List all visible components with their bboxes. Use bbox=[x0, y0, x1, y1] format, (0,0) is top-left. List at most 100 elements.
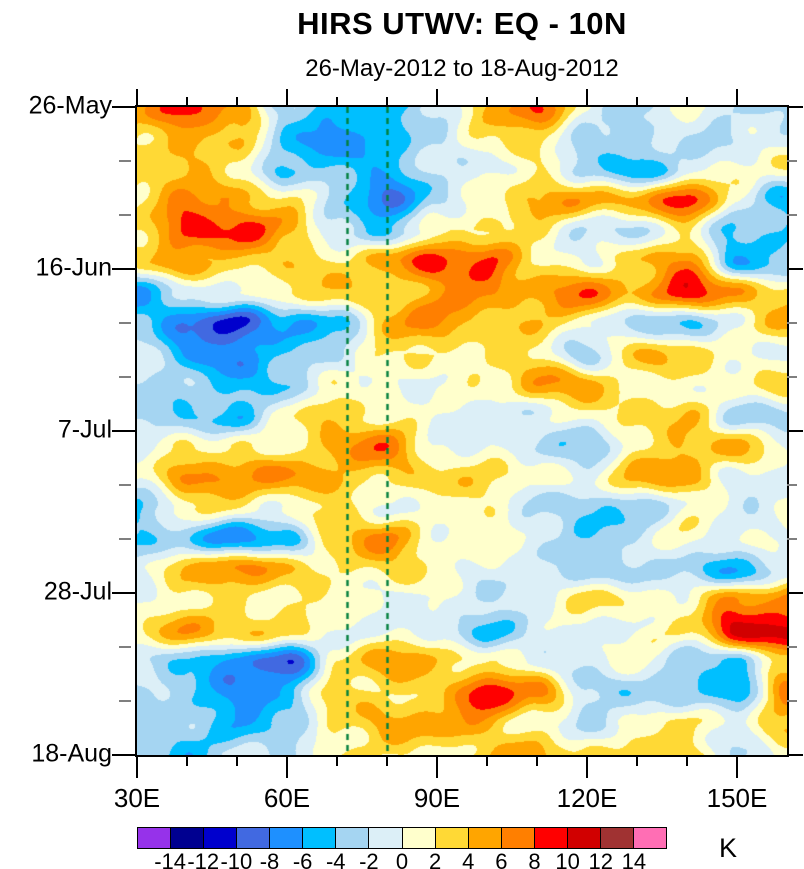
colorbar-cell bbox=[632, 827, 667, 849]
x-major-tick bbox=[436, 89, 438, 107]
y-minor-tick bbox=[119, 322, 131, 324]
x-minor-tick bbox=[686, 97, 688, 107]
y-minor-tick bbox=[119, 646, 131, 648]
x-axis-label: 30E bbox=[113, 783, 161, 813]
x-major-tick bbox=[286, 755, 288, 778]
colorbar-unit-label: K bbox=[718, 833, 737, 863]
x-major-tick bbox=[736, 89, 738, 107]
colorbar-tick-label: 8 bbox=[528, 849, 541, 869]
colorbar-tick-label: 12 bbox=[588, 849, 613, 869]
y-major-tick bbox=[112, 592, 137, 594]
y-minor-tick bbox=[787, 538, 797, 540]
y-major-tick bbox=[787, 430, 803, 432]
x-minor-tick bbox=[386, 755, 388, 766]
y-major-tick bbox=[787, 106, 803, 108]
y-minor-tick bbox=[787, 700, 797, 702]
x-minor-tick bbox=[686, 755, 688, 766]
x-minor-tick bbox=[236, 97, 238, 107]
colorbar-cell bbox=[434, 827, 469, 849]
plot-area bbox=[135, 105, 789, 757]
x-minor-tick bbox=[536, 97, 538, 107]
colorbar-tick-label: 4 bbox=[462, 849, 475, 869]
y-axis-label: 28-Jul bbox=[43, 577, 112, 606]
y-minor-tick bbox=[787, 214, 797, 216]
colorbar-cell bbox=[500, 827, 535, 849]
y-axis-label: 7-Jul bbox=[57, 415, 112, 444]
y-major-tick bbox=[787, 268, 803, 270]
x-major-tick bbox=[436, 755, 438, 778]
x-minor-tick bbox=[236, 755, 238, 766]
x-minor-tick bbox=[336, 97, 338, 107]
x-minor-tick bbox=[486, 755, 488, 766]
chart-title: HIRS UTWV: EQ - 10N bbox=[297, 6, 627, 41]
colorbar-tick-label: 0 bbox=[395, 849, 409, 869]
colorbar-cell bbox=[467, 827, 502, 849]
colorbar-cell bbox=[137, 827, 172, 849]
colorbar-cell bbox=[236, 827, 271, 849]
y-major-tick bbox=[787, 592, 803, 594]
x-major-tick bbox=[136, 89, 138, 107]
chart-subtitle: 26-May-2012 to 18-Aug-2012 bbox=[305, 55, 619, 82]
y-minor-tick bbox=[787, 160, 797, 162]
x-axis-label: 60E bbox=[263, 783, 311, 813]
colorbar-tick-label: -2 bbox=[359, 849, 379, 869]
y-minor-tick bbox=[119, 700, 131, 702]
colorbar-cell bbox=[368, 827, 403, 849]
colorbar-tick-label: 10 bbox=[555, 849, 580, 869]
x-major-tick bbox=[136, 755, 138, 778]
colorbar-cell bbox=[203, 827, 238, 849]
y-axis-label: 18-Aug bbox=[31, 739, 112, 768]
x-major-tick bbox=[586, 89, 588, 107]
colorbar-cell bbox=[302, 827, 337, 849]
y-major-tick bbox=[112, 106, 137, 108]
colorbar-cell bbox=[335, 827, 370, 849]
y-minor-tick bbox=[119, 484, 131, 486]
x-major-tick bbox=[286, 89, 288, 107]
colorbar-cell bbox=[533, 827, 568, 849]
colorbar-cell bbox=[566, 827, 601, 849]
x-minor-tick bbox=[636, 97, 638, 107]
y-minor-tick bbox=[787, 646, 797, 648]
colorbar-tick-label: 2 bbox=[429, 849, 442, 869]
x-major-tick bbox=[736, 755, 738, 778]
colorbar-tick-label: -12 bbox=[187, 849, 220, 869]
y-minor-tick bbox=[119, 214, 131, 216]
y-minor-tick bbox=[119, 160, 131, 162]
x-axis-label: 90E bbox=[413, 783, 461, 813]
y-minor-tick bbox=[119, 376, 131, 378]
colorbar-cell bbox=[599, 827, 634, 849]
colorbar-tick-label: -6 bbox=[292, 849, 313, 869]
y-axis-label: 16-Jun bbox=[35, 253, 112, 282]
x-axis-label: 120E bbox=[556, 783, 618, 813]
colorbar-tick-label: -14 bbox=[154, 849, 187, 869]
colorbar-tick-label: -4 bbox=[325, 849, 346, 869]
colorbar-cell bbox=[401, 827, 436, 849]
y-major-tick bbox=[112, 430, 137, 432]
x-minor-tick bbox=[486, 97, 488, 107]
colorbar-cell bbox=[269, 827, 304, 849]
x-axis-label: 150E bbox=[706, 783, 768, 813]
colorbar-tick-label: -8 bbox=[259, 849, 280, 869]
x-minor-tick bbox=[336, 755, 338, 766]
y-axis-label: 26-May bbox=[28, 91, 112, 120]
x-minor-tick bbox=[536, 755, 538, 766]
x-minor-tick bbox=[636, 755, 638, 766]
x-minor-tick bbox=[186, 97, 188, 107]
colorbar bbox=[137, 827, 667, 849]
x-minor-tick bbox=[386, 97, 388, 107]
y-major-tick bbox=[112, 754, 137, 756]
x-minor-tick bbox=[186, 755, 188, 766]
colorbar-cell bbox=[170, 827, 205, 849]
colorbar-tick-label: 6 bbox=[495, 849, 508, 869]
colorbar-tick-label: -10 bbox=[220, 849, 253, 869]
y-minor-tick bbox=[787, 484, 797, 486]
y-major-tick bbox=[112, 268, 137, 270]
y-minor-tick bbox=[787, 322, 797, 324]
y-minor-tick bbox=[787, 376, 797, 378]
y-major-tick bbox=[787, 754, 803, 756]
colorbar-tick-label: 14 bbox=[621, 849, 647, 869]
contour-canvas bbox=[137, 107, 787, 755]
x-major-tick bbox=[586, 755, 588, 778]
y-minor-tick bbox=[119, 538, 131, 540]
